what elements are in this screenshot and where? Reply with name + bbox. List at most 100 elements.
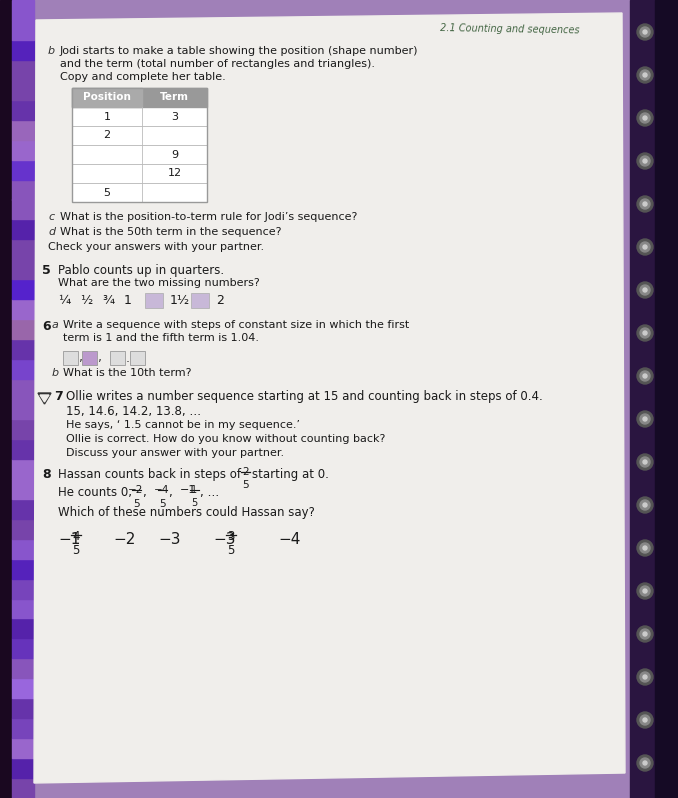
Bar (12, 618, 34, 638)
Circle shape (643, 675, 647, 679)
Bar (12, 60, 34, 80)
Text: Pablo counts up in quarters.: Pablo counts up in quarters. (58, 264, 224, 277)
Bar (12, 279, 34, 299)
Bar (12, 100, 34, 120)
Text: He says, ‘ 1.5 cannot be in my sequence.’: He says, ‘ 1.5 cannot be in my sequence.… (66, 420, 300, 430)
Bar (72, 164, 207, 183)
Text: Hassan counts back in steps of: Hassan counts back in steps of (58, 468, 241, 481)
Bar (72, 126, 207, 145)
Text: ,: , (79, 351, 83, 365)
Circle shape (643, 374, 647, 378)
Text: 7: 7 (54, 390, 63, 403)
Text: ,: , (142, 486, 146, 499)
Bar (12, 319, 34, 339)
Circle shape (637, 282, 653, 298)
Text: 3: 3 (227, 530, 235, 543)
Circle shape (640, 371, 650, 381)
Bar (82, 351, 97, 365)
Text: 5: 5 (133, 499, 140, 509)
Bar (12, 299, 34, 319)
Text: Discuss your answer with your partner.: Discuss your answer with your partner. (66, 448, 284, 458)
Circle shape (637, 626, 653, 642)
Bar (12, 519, 34, 539)
Circle shape (643, 159, 647, 163)
Text: ¾: ¾ (102, 294, 114, 307)
Text: .: . (126, 351, 130, 365)
Circle shape (637, 110, 653, 126)
Circle shape (643, 245, 647, 249)
Text: What is the position-to-term rule for Jodi’s sequence?: What is the position-to-term rule for Jo… (60, 212, 357, 222)
Text: −4: −4 (278, 532, 300, 547)
Circle shape (637, 196, 653, 212)
Circle shape (637, 583, 653, 599)
Bar (630, 0, 678, 798)
Polygon shape (34, 13, 625, 783)
Text: 12: 12 (167, 168, 182, 179)
Bar (12, 219, 34, 239)
Text: Ollie writes a number sequence starting at 15 and counting back in steps of 0.4.: Ollie writes a number sequence starting … (66, 390, 543, 403)
Text: 6: 6 (42, 320, 51, 333)
Text: 5: 5 (42, 264, 51, 277)
Text: 5: 5 (227, 544, 235, 557)
Text: ,: , (98, 351, 102, 365)
Text: 2: 2 (242, 467, 249, 477)
Text: Position: Position (83, 93, 131, 102)
Bar (12, 419, 34, 439)
Text: , …: , … (200, 486, 219, 499)
Bar (72, 107, 207, 126)
Circle shape (640, 242, 650, 252)
Bar (12, 200, 34, 219)
Text: 8: 8 (42, 468, 51, 481)
Text: 3: 3 (171, 112, 178, 121)
Text: Copy and complete her table.: Copy and complete her table. (60, 72, 226, 82)
Text: −2: −2 (128, 485, 143, 495)
Text: 1: 1 (124, 294, 132, 307)
Circle shape (640, 328, 650, 338)
Bar (72, 88, 142, 107)
Bar (12, 718, 34, 738)
Text: Ollie is correct. How do you know without counting back?: Ollie is correct. How do you know withou… (66, 434, 385, 444)
Circle shape (640, 199, 650, 209)
Bar (12, 20, 34, 40)
Text: 1: 1 (191, 485, 197, 495)
Circle shape (637, 67, 653, 83)
Text: starting at 0.: starting at 0. (252, 468, 329, 481)
Circle shape (640, 156, 650, 166)
Bar (12, 379, 34, 399)
Text: ¼: ¼ (58, 294, 71, 307)
Circle shape (643, 116, 647, 120)
Bar (12, 40, 34, 60)
Polygon shape (38, 393, 51, 404)
Bar (12, 80, 34, 100)
Bar (130, 351, 145, 365)
Bar (72, 145, 207, 164)
Bar (12, 160, 34, 180)
Circle shape (637, 454, 653, 470)
Circle shape (640, 70, 650, 80)
Text: −1: −1 (180, 485, 197, 495)
Bar (12, 359, 34, 379)
Text: −3: −3 (158, 532, 180, 547)
Bar (12, 539, 34, 559)
Bar (12, 180, 34, 200)
Text: What are the two missing numbers?: What are the two missing numbers? (58, 278, 260, 288)
Bar (12, 399, 34, 419)
Circle shape (640, 113, 650, 123)
Text: Which of these numbers could Hassan say?: Which of these numbers could Hassan say? (58, 506, 315, 519)
Bar (12, 479, 34, 499)
Text: 1½: 1½ (170, 294, 190, 307)
Circle shape (640, 543, 650, 553)
Bar (12, 459, 34, 479)
Text: Write a sequence with steps of constant size in which the first: Write a sequence with steps of constant … (63, 320, 410, 330)
Text: Jodi starts to make a table showing the position (shape number): Jodi starts to make a table showing the … (60, 46, 418, 56)
Circle shape (640, 414, 650, 424)
Bar (72, 88, 207, 107)
Bar (72, 183, 207, 202)
Text: Check your answers with your partner.: Check your answers with your partner. (48, 242, 264, 252)
Circle shape (640, 285, 650, 295)
Circle shape (643, 331, 647, 335)
Bar (12, 0, 34, 20)
Text: 2: 2 (216, 294, 224, 307)
Text: −3: −3 (213, 532, 235, 547)
Circle shape (643, 460, 647, 464)
